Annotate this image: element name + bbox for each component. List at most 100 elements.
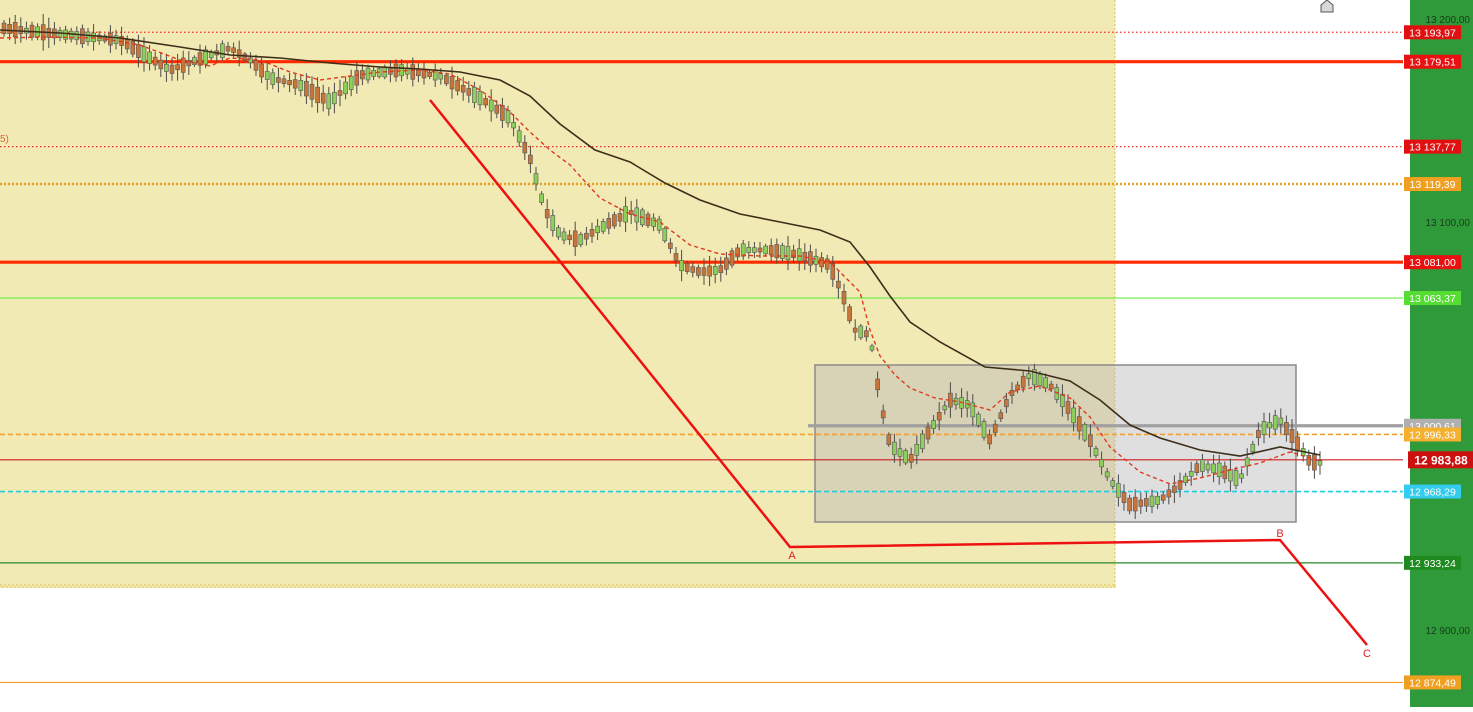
candle-body [1200, 459, 1205, 472]
candle-body [735, 247, 740, 258]
candle-body [780, 245, 785, 259]
candle-body [253, 60, 259, 71]
candle-body [550, 215, 556, 231]
candle-body [1289, 429, 1295, 443]
candle-body [57, 30, 63, 38]
candle-body [813, 255, 819, 265]
candle-body [1071, 407, 1076, 424]
candle-body [147, 51, 152, 64]
price-badge: 13 193,97 [1404, 25, 1461, 40]
candle-body [231, 47, 236, 53]
candle-body [141, 46, 147, 63]
candle-body [444, 74, 449, 85]
candle-body [740, 243, 746, 257]
candle-body [998, 412, 1004, 419]
candle-body [236, 49, 242, 58]
candle-body [920, 433, 925, 450]
candle-body [830, 263, 836, 280]
candle-body [763, 245, 768, 255]
price-badge-label: 12 983,88 [1414, 453, 1468, 467]
candle-body [1267, 422, 1272, 429]
candle-body [483, 98, 488, 106]
price-badge-bg [1404, 177, 1461, 192]
candle-body [1032, 369, 1037, 386]
candle-body [270, 72, 276, 85]
candle-body [225, 46, 231, 52]
candle-body [203, 49, 208, 65]
candle-body [539, 193, 544, 203]
candle-body [914, 444, 920, 456]
candle-body [1054, 387, 1060, 400]
candle-body [1015, 384, 1020, 391]
candle-body [1177, 480, 1183, 490]
candle-body [1155, 495, 1160, 505]
session-zone [0, 0, 1115, 588]
candle-body [1188, 471, 1194, 477]
candle-body [606, 218, 612, 229]
candle-body [1295, 436, 1300, 452]
price-badge-label: 13 063,37 [1409, 293, 1456, 305]
candle-body [511, 122, 516, 129]
price-badge: 12 968,29 [1404, 484, 1461, 499]
candle-body [1272, 415, 1278, 430]
candle-body [298, 79, 304, 91]
price-badge-label: 13 081,00 [1409, 257, 1456, 269]
candle-body [981, 421, 987, 438]
candle-body [847, 306, 852, 322]
candle-body [925, 426, 931, 440]
candle-body [561, 231, 567, 241]
price-badge-bg [1404, 427, 1461, 442]
candle-body [1211, 463, 1216, 474]
candle-body [505, 110, 511, 124]
candle-body [1160, 494, 1166, 501]
candle-body [852, 327, 858, 333]
candle-body [438, 73, 444, 80]
candlestick-series [1, 13, 1323, 520]
candle-body [1312, 454, 1317, 471]
candle-body [130, 40, 136, 55]
candle-body [992, 423, 998, 433]
price-axis[interactable] [1410, 0, 1473, 707]
candle-body [690, 266, 696, 273]
price-level-badges: 13 193,97 13 179,51 13 137,77 13 119,39 13 0… [1404, 25, 1473, 690]
candle-body [701, 267, 707, 276]
candle-body [332, 91, 337, 105]
price-badge-label: 13 193,97 [1409, 27, 1456, 39]
candle-body [1, 22, 7, 35]
candle-body [1026, 373, 1032, 379]
candle-body [1261, 421, 1267, 435]
price-badge: 12 933,24 [1404, 555, 1461, 570]
candle-body [68, 30, 74, 40]
alert-marker-icon[interactable] [1320, 0, 1334, 13]
abc-pattern-line[interactable] [429, 99, 1368, 646]
candle-body [410, 64, 416, 80]
candle-body [455, 80, 460, 92]
chart-marker[interactable] [1320, 0, 1334, 13]
candle-body [1317, 460, 1323, 466]
candle-body [113, 35, 119, 44]
candle-body [892, 441, 897, 455]
candle-body [186, 60, 192, 67]
candle-body [1121, 491, 1127, 504]
price-badge: 13 063,37 [1404, 291, 1461, 306]
candle-body [1004, 399, 1009, 408]
candle-body [628, 210, 634, 215]
candle-body [477, 90, 483, 106]
candle-body [158, 59, 164, 70]
candle-body [315, 86, 320, 104]
pattern-label-b: B [1276, 528, 1283, 540]
abc-pattern[interactable]: A B C [429, 99, 1371, 660]
candle-body [1233, 470, 1239, 486]
candle-body [1132, 496, 1138, 512]
candle-body [824, 258, 830, 270]
candle-body [976, 413, 981, 426]
price-badge-label: 12 996,33 [1409, 429, 1456, 441]
candle-body [897, 448, 903, 457]
candle-body [18, 26, 24, 35]
candle-body [1065, 401, 1071, 414]
candle-body [248, 57, 253, 64]
price-badge-bg [1404, 484, 1461, 499]
candle-body [399, 64, 404, 77]
